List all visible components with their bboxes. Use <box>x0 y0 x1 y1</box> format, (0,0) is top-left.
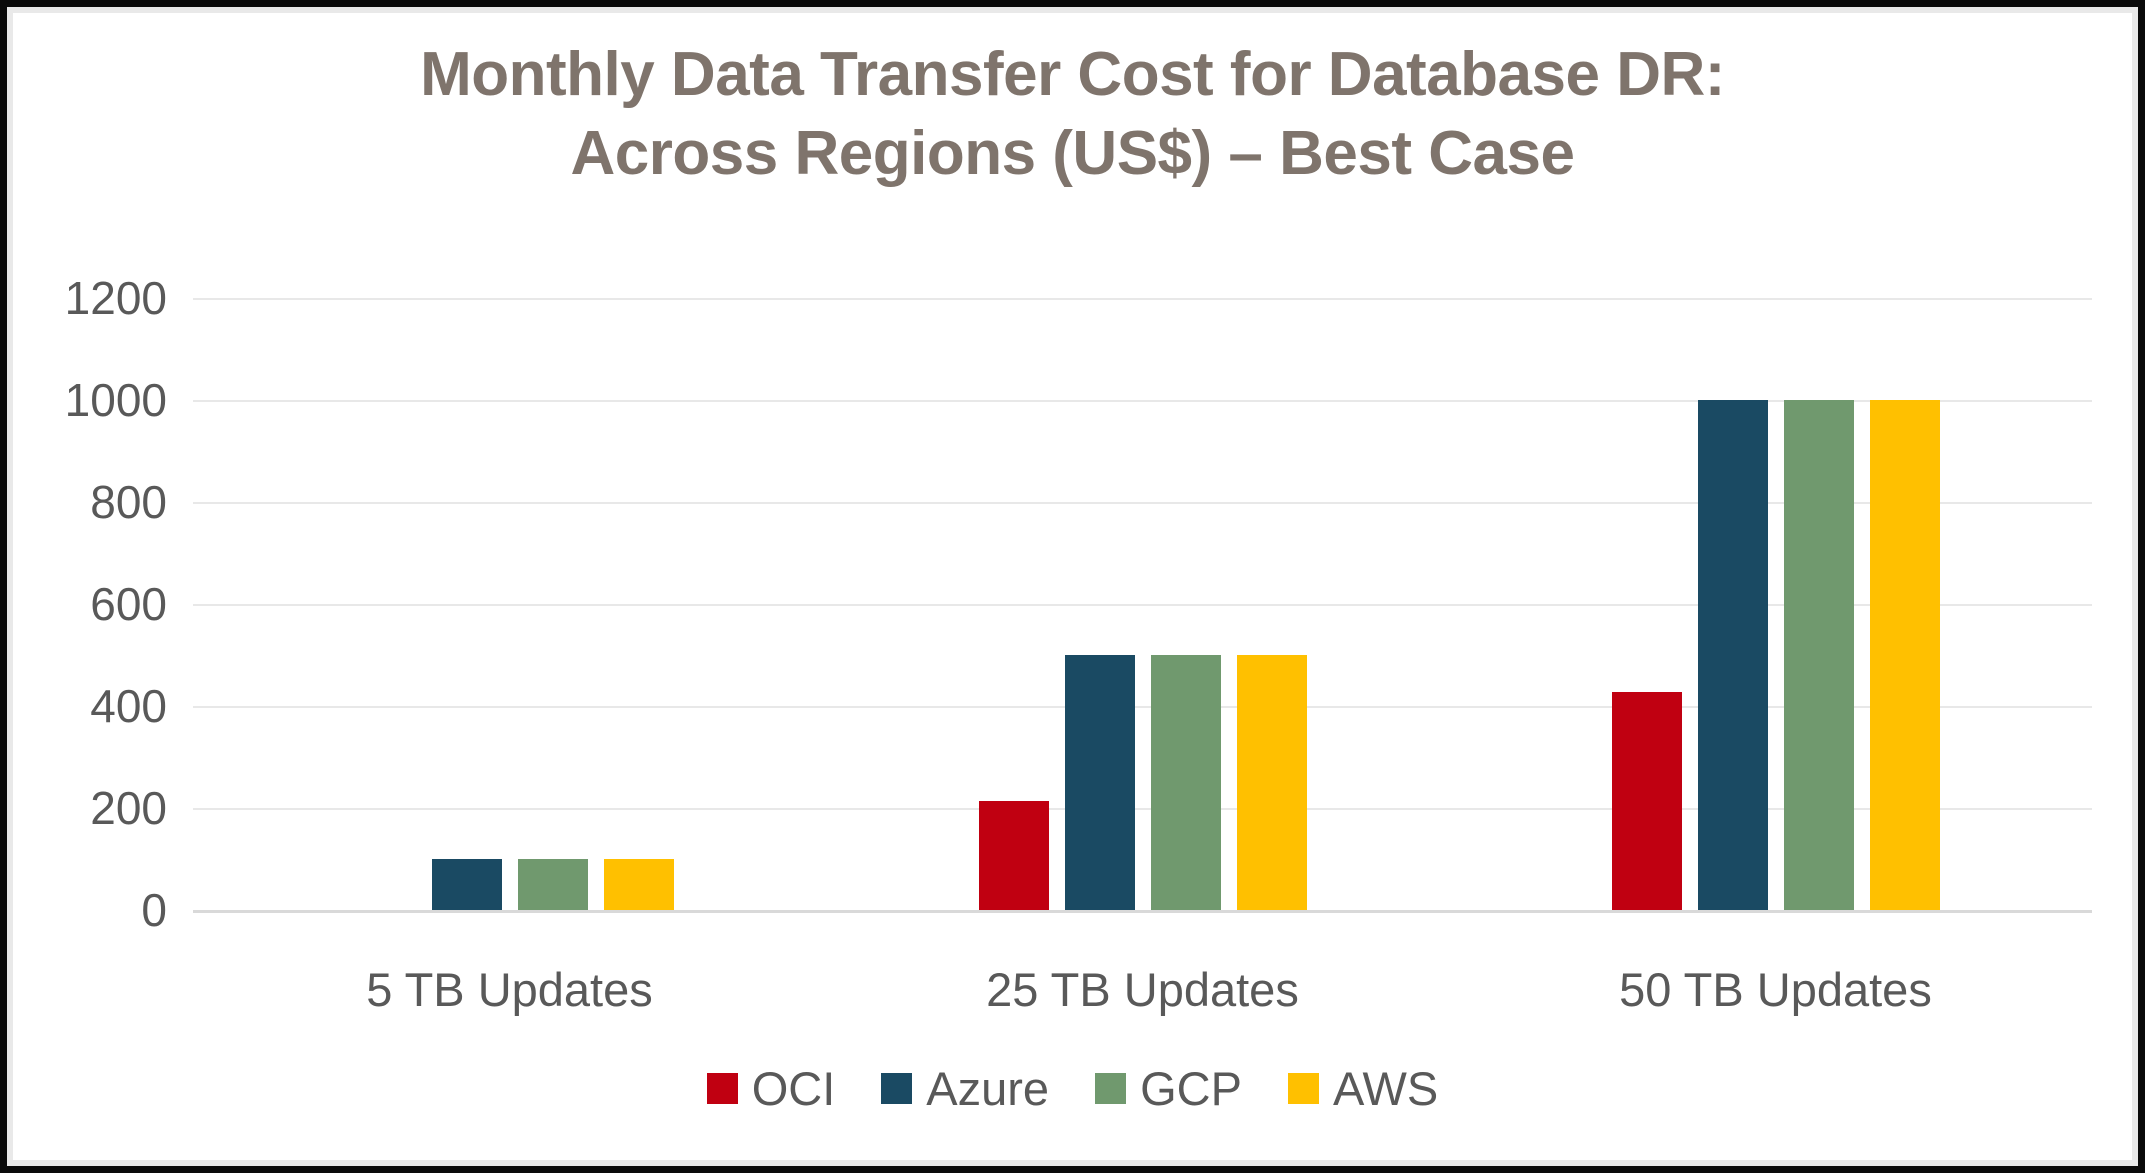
legend-item-azure[interactable]: Azure <box>881 1065 1049 1112</box>
bar-azure[interactable] <box>1697 400 1768 910</box>
legend-swatch-icon <box>1095 1073 1127 1104</box>
x-axis-tick-label: 50 TB Updates <box>1619 963 1932 1016</box>
bar-gcp[interactable] <box>1783 400 1854 910</box>
bar-gcp[interactable] <box>1150 655 1221 910</box>
plot-area: 1200 1000 800 600 400 200 0 <box>65 272 2092 936</box>
legend-label: OCI <box>751 1062 836 1115</box>
bar-group <box>826 298 1459 910</box>
y-axis-tick-label: 800 <box>90 476 167 528</box>
bar-aws[interactable] <box>1869 400 1940 910</box>
gridline: 200 <box>90 782 2092 834</box>
chart-title: Monthly Data Transfer Cost for Database … <box>420 40 1725 189</box>
bar-aws[interactable] <box>603 859 674 910</box>
legend-swatch-icon <box>1287 1073 1319 1104</box>
bar-group-bars <box>1459 298 2092 910</box>
legend-swatch-icon <box>706 1073 738 1104</box>
x-axis-labels: 5 TB Updates 25 TB Updates 50 TB Updates <box>193 962 2092 1017</box>
legend-item-aws[interactable]: AWS <box>1287 1062 1439 1115</box>
legend-label: AWS <box>1332 1062 1439 1115</box>
x-axis-tick-label: 25 TB Updates <box>986 963 1299 1016</box>
legend-item-oci[interactable]: OCI <box>706 1062 836 1115</box>
gridline: 400 <box>90 680 2092 732</box>
bar-oci[interactable] <box>978 801 1049 910</box>
y-axis-tick-label: 1000 <box>64 374 167 426</box>
axis-baseline: 0 <box>141 884 2092 936</box>
y-axis-tick-label: 0 <box>141 884 167 936</box>
bar-group-bars <box>193 298 826 910</box>
bar-group <box>1459 298 2092 910</box>
y-axis-tick-label: 400 <box>90 680 167 732</box>
bar-group <box>193 298 826 910</box>
x-axis-tick-label: 5 TB Updates <box>366 963 653 1016</box>
y-axis-tick-label: 600 <box>90 578 167 630</box>
bar-gcp[interactable] <box>517 859 588 910</box>
y-axis-tick-label: 200 <box>90 782 167 834</box>
gridline: 1200 <box>65 272 2092 324</box>
bar-oci[interactable] <box>1611 691 1682 910</box>
bar-aws[interactable] <box>1236 655 1307 910</box>
y-axis-tick-label: 1200 <box>64 272 167 324</box>
bar-groups <box>193 298 2092 910</box>
legend-label: GCP <box>1140 1062 1242 1115</box>
bar-azure[interactable] <box>1064 655 1135 910</box>
gridline: 1000 <box>65 374 2092 426</box>
legend-swatch-icon <box>881 1073 913 1104</box>
gridline: 600 <box>90 578 2092 630</box>
bar-azure[interactable] <box>431 859 502 910</box>
chart-legend: OCI Azure GCP AWS <box>7 1065 2138 1112</box>
legend-label: Azure <box>926 1062 1050 1115</box>
bar-group-bars <box>826 298 1459 910</box>
legend-item-gcp[interactable]: GCP <box>1095 1065 1242 1112</box>
gridline: 800 <box>90 476 2092 528</box>
